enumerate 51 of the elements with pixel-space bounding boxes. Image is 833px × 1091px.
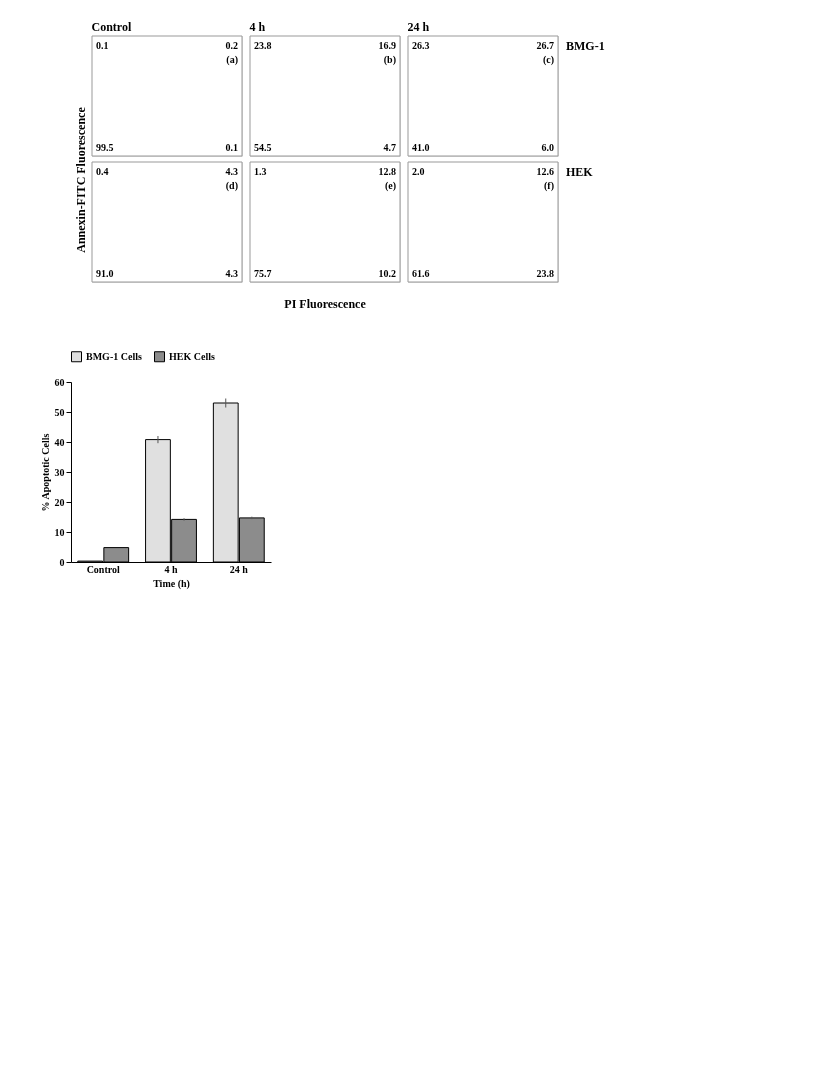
text: Control xyxy=(91,19,132,34)
x-axis-title: Time (h) xyxy=(153,577,190,590)
text: 61.6 xyxy=(412,268,430,279)
text: (f) xyxy=(544,180,554,192)
text: 54.5 xyxy=(254,142,272,153)
y-tick-label: 30 xyxy=(54,466,65,478)
text: PI Fluorescence xyxy=(284,297,367,311)
text: 12.8 xyxy=(378,166,396,177)
x-tick-label: Control xyxy=(86,563,120,575)
x-tick-label: 24 h xyxy=(229,563,249,575)
text: (d) xyxy=(225,180,238,192)
text: 23.8 xyxy=(254,40,272,51)
text: (b) xyxy=(383,54,396,66)
text: 4.3 xyxy=(225,268,238,279)
text: 24 h xyxy=(407,19,430,34)
y-axis-title: % Apoptotic Cells xyxy=(39,433,51,512)
text: 4.7 xyxy=(383,142,396,153)
text: Annexin-FITC Fluorescence xyxy=(74,106,88,253)
text: (c) xyxy=(542,54,554,66)
text: 1.3 xyxy=(254,166,267,177)
text: 75.7 xyxy=(254,268,272,279)
x-tick-label: 4 h xyxy=(164,563,178,575)
text: 41.0 xyxy=(412,142,430,153)
text: 16.9 xyxy=(378,40,396,51)
text: 0.2 xyxy=(225,40,238,51)
text: 99.5 xyxy=(96,142,114,153)
text: 6.0 xyxy=(541,142,554,153)
text: 91.0 xyxy=(96,268,114,279)
text: (e) xyxy=(384,180,396,192)
y-tick-label: 20 xyxy=(54,496,65,508)
text: 2.0 xyxy=(412,166,425,177)
legend-label: BMG-1 Cells xyxy=(86,350,142,362)
y-tick-label: 0 xyxy=(59,556,65,568)
text: (a) xyxy=(226,54,238,66)
text: HEK xyxy=(566,165,594,179)
text: 26.3 xyxy=(412,40,430,51)
text: 0.1 xyxy=(225,142,238,153)
text: 0.1 xyxy=(96,40,109,51)
text: 4.3 xyxy=(225,166,238,177)
text: 26.7 xyxy=(536,40,554,51)
text: 10.2 xyxy=(378,268,396,279)
text: 4 h xyxy=(249,19,266,34)
text: BMG-1 xyxy=(566,39,605,53)
legend-label: HEK Cells xyxy=(169,350,215,362)
y-tick-label: 10 xyxy=(54,526,65,538)
y-tick-label: 40 xyxy=(54,436,65,448)
text: 23.8 xyxy=(536,268,554,279)
y-tick-label: 50 xyxy=(54,406,65,418)
text: 0.4 xyxy=(96,166,109,177)
y-tick-label: 60 xyxy=(54,376,65,388)
text: 12.6 xyxy=(536,166,554,177)
